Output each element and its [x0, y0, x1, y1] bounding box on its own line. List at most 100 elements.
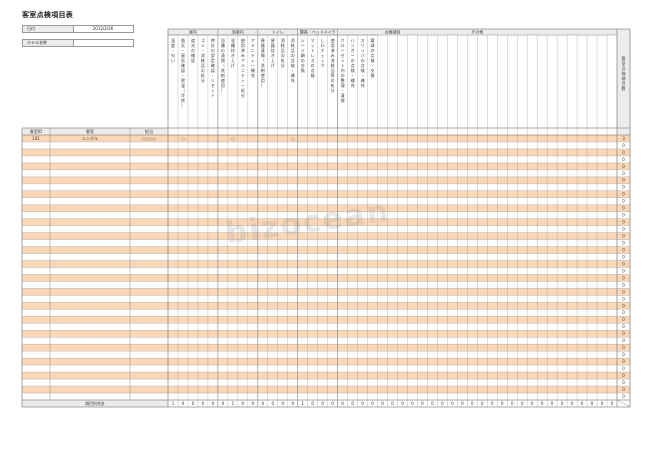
inspection-item-char: 品	[331, 68, 335, 73]
inspection-item-char: ロ	[341, 43, 345, 48]
inspection-item-char: 時	[211, 37, 215, 43]
column-total-cell: 0	[391, 401, 394, 406]
table-row	[22, 274, 630, 282]
room-total-cell: 0	[622, 199, 625, 204]
inspection-item-char: ）	[221, 88, 225, 93]
table-row	[22, 253, 630, 261]
inspection-item-char: 検	[351, 67, 355, 73]
inspection-item-char: ）	[181, 103, 185, 108]
column-total-cell: 0	[262, 401, 265, 406]
inspection-item-char: 度	[171, 42, 175, 48]
inspection-item-char: 器	[261, 43, 265, 48]
inspection-item-char: 消	[281, 37, 285, 43]
inspection-item-char: ミ	[201, 43, 205, 48]
inspection-item-char: 器	[271, 43, 275, 48]
inspection-item-char: 分	[241, 92, 245, 98]
inspection-item-char: 用	[261, 78, 265, 83]
inspection-item-char: 便	[261, 37, 265, 43]
inspection-item-char: 槽	[221, 42, 225, 48]
inspection-item-char: 類	[301, 52, 305, 58]
inspection-item-char: メ	[241, 63, 245, 68]
hotel-name-value[interactable]	[73, 39, 134, 47]
table-row	[22, 148, 630, 156]
table-row	[22, 267, 630, 275]
check-mark: ○	[231, 136, 235, 141]
room-total-cell: 0	[622, 164, 625, 169]
column-total-cell: 0	[421, 401, 424, 406]
room-total-cell: 0	[622, 185, 625, 190]
inspection-item-char: み	[241, 52, 245, 58]
inspection-item-char: の	[211, 48, 215, 53]
inspection-item-char: 電	[371, 38, 375, 43]
inspection-item-char: ガ	[351, 47, 355, 53]
inspection-item-char: の	[341, 73, 345, 78]
check-mark: ○	[291, 136, 295, 141]
room-total-header-char: 目	[622, 81, 626, 86]
inspection-item-char: 検	[311, 72, 315, 78]
column-total-cell: 0	[321, 401, 324, 406]
inspection-item-char: 耗	[201, 57, 205, 63]
room-total-header-char: 数	[622, 85, 626, 91]
inspection-item-char: ー	[301, 43, 305, 48]
inspection-item-char: げ	[231, 62, 235, 68]
inspection-item-char: み	[331, 52, 335, 58]
table-row	[22, 323, 630, 331]
inspection-item-char: 確	[191, 52, 195, 58]
inspection-item-char: 剤	[221, 72, 225, 78]
inspection-item-char: 品	[291, 48, 295, 53]
room-total-cell: 0	[622, 254, 625, 259]
inspection-item-char: ゼ	[341, 52, 345, 58]
inspection-item-char: ・	[341, 88, 345, 93]
column-total-cell: 0	[341, 401, 344, 406]
inspection-item-char: 処	[201, 72, 205, 78]
table-row	[22, 288, 630, 296]
inspection-item-char: リ	[211, 78, 215, 83]
inspection-item-char: 換	[181, 37, 185, 43]
table-row	[22, 379, 630, 387]
inspection-item-char: 充	[251, 72, 255, 78]
inspection-item-char: ス	[311, 58, 315, 63]
inspection-item-char: 用	[241, 43, 245, 48]
room-total-cell: 0	[622, 213, 625, 218]
inspection-item-char: の	[351, 58, 355, 63]
room-total-header-char: 点	[622, 65, 626, 71]
inspection-item-char: 温	[171, 37, 175, 43]
inspection-item-char: チ	[321, 48, 325, 53]
inspection-item-char: 検	[371, 57, 375, 63]
table-row	[22, 344, 630, 352]
inspection-item-char: 処	[281, 57, 285, 63]
column-total-cell: 0	[481, 401, 484, 406]
room-total-cell: 0	[622, 178, 625, 183]
room-total-cell: 0	[622, 380, 625, 385]
inspection-item-char: ー	[341, 48, 345, 53]
table-row	[22, 372, 630, 380]
column-total-cell: 0	[541, 401, 544, 406]
table-row	[22, 365, 630, 373]
inspection-item-char: 気	[181, 42, 185, 48]
header-band	[22, 400, 168, 407]
inspection-item-char: 耗	[291, 42, 295, 48]
table-row	[22, 135, 630, 142]
inspection-item-char: （	[221, 63, 225, 68]
inspection-item-char: 理	[341, 82, 345, 88]
inspection-item-char: ッ	[361, 48, 365, 53]
inspection-item-char: シ	[301, 38, 305, 43]
table-row	[22, 246, 630, 254]
room-total-cell: 0	[622, 275, 625, 280]
column-total-cell: 0	[351, 401, 354, 406]
inspection-item-char: 使	[261, 72, 265, 78]
inspection-item-char: ゴ	[201, 37, 205, 43]
date-value[interactable]: 2012/2/26	[73, 25, 134, 33]
inspection-item-char: ・	[291, 68, 295, 73]
inspection-item-char: ・	[211, 73, 215, 78]
inspection-item-char: 浴	[221, 37, 225, 43]
inspection-item-char: ス	[361, 38, 365, 43]
inspection-item-char: げ	[271, 62, 275, 68]
table-row	[22, 239, 630, 247]
inspection-item-char: ・	[201, 48, 205, 53]
table-row	[22, 295, 630, 303]
inspection-item-char: 剤	[261, 67, 265, 73]
table-row	[22, 176, 630, 184]
room-total-cell: 0	[622, 387, 625, 392]
table-row	[22, 218, 630, 226]
